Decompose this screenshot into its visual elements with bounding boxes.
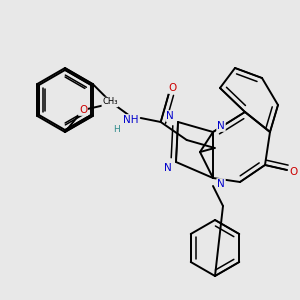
Text: N: N (166, 111, 174, 121)
Text: NH: NH (123, 115, 139, 125)
Text: N: N (217, 121, 225, 131)
Text: O: O (289, 167, 297, 177)
Text: O: O (169, 83, 177, 93)
Text: O: O (79, 105, 87, 115)
Text: N: N (217, 179, 225, 189)
Text: N: N (164, 163, 172, 173)
Text: CH₃: CH₃ (102, 98, 118, 106)
Text: H: H (113, 125, 120, 134)
